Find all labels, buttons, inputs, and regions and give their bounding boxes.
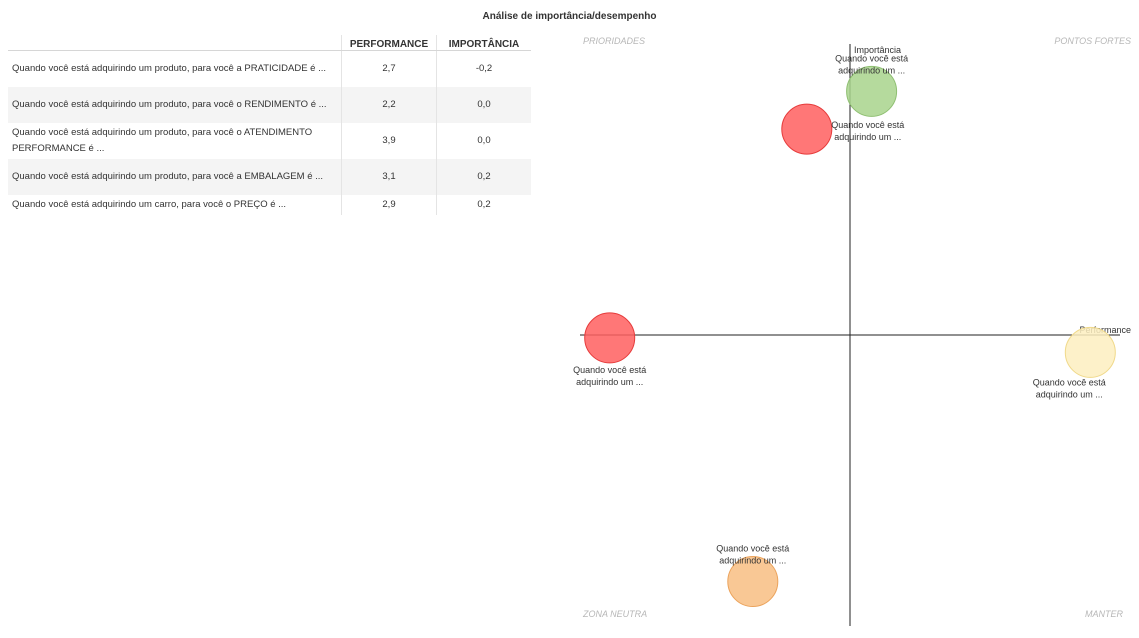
row-label: Quando você está adquirindo um produto, …	[8, 86, 342, 123]
x-axis-label: Performance	[1079, 325, 1131, 335]
bubble-label: Quando você está adquirindo um ...	[573, 365, 646, 387]
bubble-label: Quando você está adquirindo um ...	[1033, 377, 1106, 399]
bubble-point[interactable]	[781, 103, 833, 155]
bubble-label: Quando você está adquirindo um ...	[831, 120, 904, 142]
row-importance: 0,0	[436, 86, 531, 123]
header-performance[interactable]: PERFORMANCE	[341, 35, 437, 51]
row-performance: 3,1	[341, 158, 437, 195]
row-label: Quando você está adquirindo um produto, …	[12, 62, 327, 74]
row-label: Quando você está adquirindo um produto, …	[12, 126, 313, 154]
bubble-point[interactable]	[727, 556, 779, 607]
table-row: Quando você está adquirindo um carro, pa…	[8, 194, 531, 215]
quadrant-label-manter: MANTER	[1085, 609, 1124, 619]
table-row: Quando você está adquirindo um produto, …	[8, 86, 531, 123]
bubble-point[interactable]	[846, 65, 898, 117]
bubble-point[interactable]	[584, 312, 636, 364]
table-header-row: PERFORMANCE IMPORTÂNCIA	[8, 35, 531, 51]
row-label: Quando você está adquirindo um produto, …	[8, 158, 342, 195]
table-row: Quando você está adquirindo um produto, …	[8, 122, 531, 159]
row-performance: 2,9	[341, 194, 437, 215]
row-importance: 0,2	[436, 194, 531, 215]
table-row: Quando você está adquirindo um produto, …	[8, 158, 531, 195]
bubble-label: Quando você está adquirindo um ...	[716, 544, 789, 566]
row-label: Quando você está adquirindo um carro, pa…	[12, 198, 287, 210]
bubble-point[interactable]	[1064, 326, 1116, 378]
table-row: Quando você está adquirindo um produto, …	[8, 50, 531, 87]
row-performance: 2,2	[341, 86, 437, 123]
y-axis-label: Importância	[854, 45, 901, 55]
row-importance: 0,0	[436, 122, 531, 159]
row-performance: 3,9	[341, 122, 437, 159]
quadrant-label-zona-neutra: ZONA NEUTRA	[582, 609, 647, 619]
chart-title: Análise de importância/desempenho	[482, 11, 657, 22]
row-importance: -0,2	[436, 50, 531, 87]
row-importance: 0,2	[436, 158, 531, 195]
quadrant-label-prioridades: PRIORIDADES	[583, 36, 645, 46]
header-label	[8, 35, 342, 51]
row-performance: 2,7	[341, 50, 437, 87]
header-importance[interactable]: IMPORTÂNCIA	[436, 35, 531, 51]
data-table: PERFORMANCE IMPORTÂNCIA Quando você está…	[8, 35, 531, 215]
quadrant-label-pontos-fortes: PONTOS FORTES	[1054, 36, 1131, 46]
bubble-label: Quando você está adquirindo um ...	[835, 53, 908, 75]
